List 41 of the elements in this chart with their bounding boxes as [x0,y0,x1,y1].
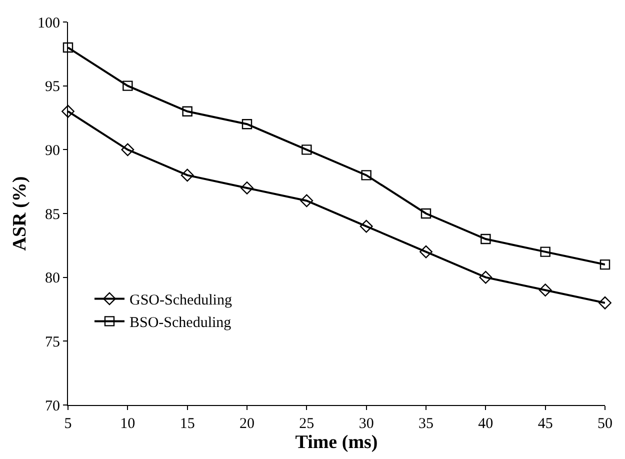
point [62,42,74,53]
legend-label: GSO-Scheduling [129,292,232,309]
x-tick-label: 25 [299,416,314,432]
x-axis-title: Time (ms) [295,432,378,453]
y-tick-label: 80 [45,270,60,287]
y-tick-label: 85 [45,206,60,223]
point [420,208,432,219]
point [62,104,74,118]
y-tick-label: 100 [38,15,60,32]
point [121,143,134,156]
x-tick-label: 50 [598,416,612,432]
y-tick-label: 75 [45,334,60,350]
point [360,220,373,233]
x-tick-label: 15 [180,416,195,432]
legend-label: BSO-Scheduling [129,315,232,332]
point [480,234,491,244]
x-tick-label: 5 [64,416,72,432]
point [479,270,492,284]
x-tick-label: 20 [240,416,254,432]
point [240,182,254,194]
point [420,245,432,258]
y-axis-title: ASR (%) [9,176,30,251]
x-tick-label: 35 [418,416,434,432]
y-tick-label: 95 [45,79,60,96]
point [300,194,314,208]
point [180,168,194,182]
point [600,259,610,270]
point [540,246,550,257]
point [538,284,552,297]
point [361,170,372,180]
point [598,296,612,310]
x-tick-label: 30 [358,416,374,432]
y-tick-label: 70 [45,398,60,414]
x-tick-label: 45 [538,416,553,432]
y-tick-label: 90 [45,142,60,159]
point [182,106,192,116]
x-tick-label: 10 [120,416,136,432]
x-tick-label: 40 [478,416,494,432]
point [302,144,312,155]
point [242,119,252,130]
point [122,80,133,91]
